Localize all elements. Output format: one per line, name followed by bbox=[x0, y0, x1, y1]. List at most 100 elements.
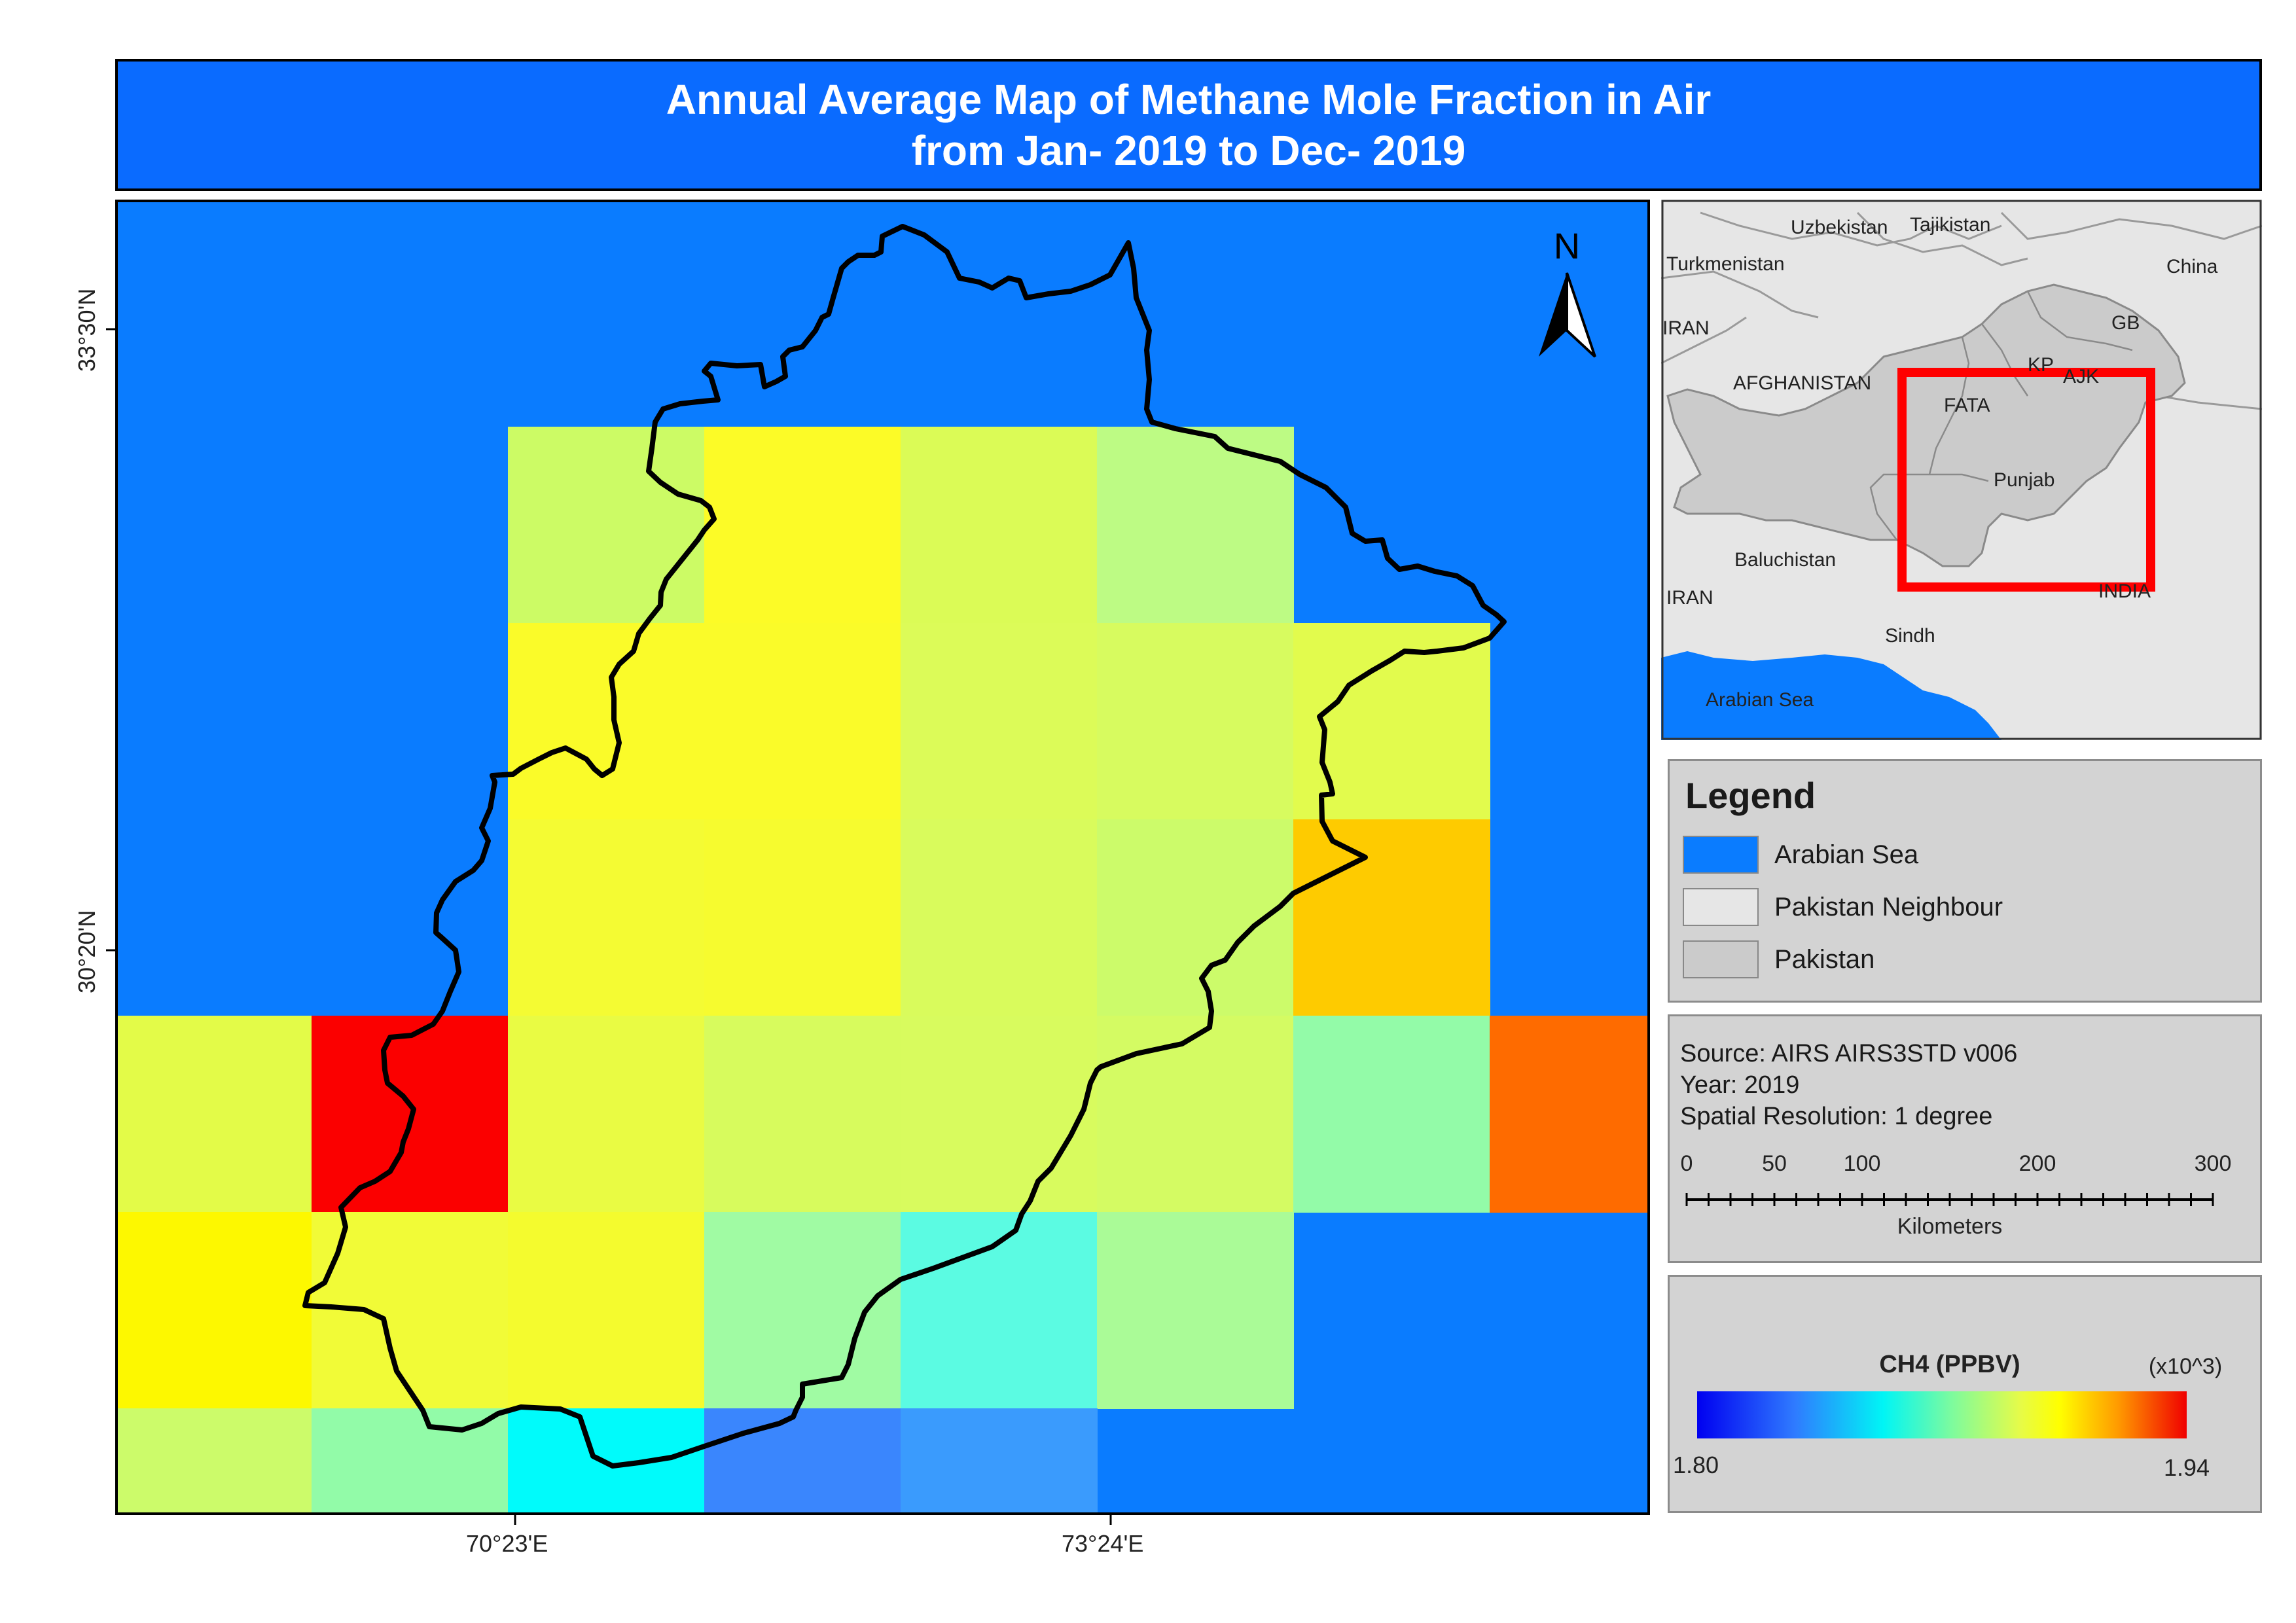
grid-cell-r3-c7 bbox=[1490, 1016, 1650, 1213]
colorbar-max-label: 1.94 bbox=[2164, 1454, 2210, 1481]
legend-swatch-sea bbox=[1683, 836, 1759, 874]
scale-label-50: 50 bbox=[1762, 1151, 1787, 1176]
scale-unit: Kilometers bbox=[1897, 1214, 2003, 1239]
inset-label-turkmenistan: Turkmenistan bbox=[1666, 253, 1785, 275]
methane-grid bbox=[115, 427, 1650, 1515]
scale-bar: 0 50 100 200 300 Kilometers bbox=[1681, 1151, 2232, 1239]
sindh-north-line bbox=[1869, 473, 1989, 541]
grid-cell-r3-c0 bbox=[115, 1016, 312, 1213]
kp-line bbox=[1981, 323, 2029, 397]
inset-label-arabian-sea: Arabian Sea bbox=[1706, 689, 1814, 711]
grid-cell-r4-c2 bbox=[508, 1212, 705, 1409]
north-arrow: N bbox=[1539, 225, 1596, 358]
legend-swatch-pakistan bbox=[1683, 940, 1759, 978]
scale-label-300: 300 bbox=[2195, 1151, 2232, 1176]
inset-label-iran-south: IRAN bbox=[1666, 587, 1713, 609]
colorbar-title: CH4 (PPBV) bbox=[1879, 1351, 2020, 1378]
x-tick-label-1: 70°23'E bbox=[466, 1530, 548, 1557]
inset-label-gb: GB bbox=[2111, 312, 2140, 334]
grid-cell-r1-c4 bbox=[901, 623, 1098, 820]
inset-label-china: China bbox=[2166, 256, 2218, 277]
inset-label-india: INDIA bbox=[2098, 580, 2151, 602]
inset-map-frame bbox=[1661, 200, 2262, 740]
grid-cell-r5-c4 bbox=[901, 1408, 1098, 1515]
y-tick-label-1: 33°30'N bbox=[73, 288, 100, 372]
legend-label-pakistan: Pakistan bbox=[1774, 944, 1875, 974]
x-tick-label-2: 73°24'E bbox=[1062, 1530, 1144, 1557]
map-title-line2: from Jan- 2019 to Dec- 2019 bbox=[911, 127, 1466, 174]
grid-cell-r5-c0 bbox=[115, 1408, 312, 1515]
grid-cell-r1-c2 bbox=[508, 623, 705, 820]
arabian-sea-shape bbox=[1661, 651, 2001, 740]
legend-label-neighbour: Pakistan Neighbour bbox=[1774, 892, 2003, 921]
inset-map: Uzbekistan Tajikistan Turkmenistan China… bbox=[1661, 200, 2262, 740]
legend-item-neighbour: Pakistan Neighbour bbox=[1683, 888, 2003, 926]
year-line: Year: 2019 bbox=[1680, 1071, 1800, 1099]
inset-label-baluchistan: Baluchistan bbox=[1734, 549, 1836, 571]
study-area-box bbox=[1897, 368, 2155, 592]
inset-label-tajikistan: Tajikistan bbox=[1910, 214, 1990, 236]
resolution-line: Spatial Resolution: 1 degree bbox=[1680, 1103, 1993, 1130]
source-line: Source: AIRS AIRS3STD v006 bbox=[1680, 1040, 2018, 1067]
legend-label-sea: Arabian Sea bbox=[1774, 840, 1919, 869]
inset-label-afghanistan: AFGHANISTAN bbox=[1733, 372, 1871, 394]
inset-label-sindh: Sindh bbox=[1885, 625, 1935, 647]
legend-title: Legend bbox=[1685, 775, 1816, 816]
legend-item-pakistan: Pakistan bbox=[1683, 940, 1874, 978]
grid-cell-r1-c3 bbox=[704, 623, 901, 820]
grid-cell-r3-c3 bbox=[704, 1016, 901, 1213]
north-arrow-label: N bbox=[1554, 225, 1580, 266]
grid-cell-r0-c3 bbox=[704, 427, 901, 624]
inset-label-uzbekistan: Uzbekistan bbox=[1791, 217, 1888, 238]
grid-cell-r1-c5 bbox=[1097, 623, 1294, 820]
main-map: N bbox=[115, 200, 1650, 1515]
grid-cell-r3-c2 bbox=[508, 1016, 705, 1213]
grid-cell-r5-c3 bbox=[704, 1408, 901, 1515]
uzbek-afghan-border bbox=[1700, 211, 2002, 247]
grid-cell-r2-c4 bbox=[901, 819, 1098, 1016]
legend-panel: Legend Arabian Sea Pakistan Neighbour Pa… bbox=[1668, 759, 2262, 1003]
inset-label-iran-north: IRAN bbox=[1662, 317, 1710, 339]
grid-cell-r3-c4 bbox=[901, 1016, 1098, 1213]
colorbar-gradient bbox=[1697, 1391, 2187, 1438]
inset-label-kp: KP bbox=[2028, 354, 2054, 376]
y-tick-label-2: 30°20'N bbox=[73, 910, 100, 993]
scale-label-100: 100 bbox=[1844, 1151, 1881, 1176]
iran-afghan-border bbox=[1661, 316, 1747, 365]
grid-cell-r3-c5 bbox=[1097, 1016, 1294, 1213]
scale-label-200: 200 bbox=[2019, 1151, 2056, 1176]
grid-cell-r2-c2 bbox=[508, 819, 705, 1016]
inset-label-punjab: Punjab bbox=[1994, 469, 2054, 491]
inset-label-fata: FATA bbox=[1944, 395, 1990, 416]
grid-cell-r2-c6 bbox=[1293, 819, 1490, 1016]
grid-cell-r0-c5 bbox=[1097, 427, 1294, 624]
grid-cell-r3-c6 bbox=[1293, 1016, 1490, 1213]
grid-cell-r0-c2 bbox=[508, 427, 705, 624]
pakistan-shape bbox=[1666, 283, 2186, 567]
main-map-ticks bbox=[106, 328, 1112, 1525]
colorbar-panel: CH4 (PPBV) (x10^3) 1.80 1.94 bbox=[1668, 1275, 2262, 1513]
north-arrow-dark-half bbox=[1539, 273, 1567, 357]
grid-cell-r0-c4 bbox=[901, 427, 1098, 624]
gb-line bbox=[2026, 291, 2133, 351]
punjab-boundary bbox=[302, 224, 1507, 1469]
scale-bar-ticks bbox=[1685, 1193, 2214, 1206]
grid-cell-r4-c0 bbox=[115, 1212, 312, 1409]
punjab-west-line bbox=[1928, 336, 1970, 475]
turkmen-afghan-border bbox=[1661, 270, 1819, 319]
map-title: Annual Average Map of Methane Mole Fract… bbox=[115, 59, 2262, 191]
colorbar: CH4 (PPBV) (x10^3) 1.80 1.94 bbox=[1673, 1351, 2222, 1481]
map-title-line1: Annual Average Map of Methane Mole Fract… bbox=[666, 76, 1712, 123]
legend-swatch-neighbour bbox=[1683, 888, 1759, 926]
north-arrow-light-half bbox=[1566, 272, 1596, 358]
grid-cell-r4-c5 bbox=[1097, 1212, 1294, 1409]
grid-cell-r1-c6 bbox=[1293, 623, 1490, 820]
main-map-frame bbox=[115, 200, 1650, 1515]
tajik-border bbox=[1856, 211, 2028, 266]
scale-label-0: 0 bbox=[1681, 1151, 1693, 1176]
grid-cell-r2-c3 bbox=[704, 819, 901, 1016]
colorbar-min-label: 1.80 bbox=[1673, 1452, 1719, 1478]
colorbar-multiplier: (x10^3) bbox=[2149, 1354, 2222, 1379]
legend-item-sea: Arabian Sea bbox=[1683, 836, 1918, 874]
inset-label-ajk: AJK bbox=[2063, 366, 2099, 387]
